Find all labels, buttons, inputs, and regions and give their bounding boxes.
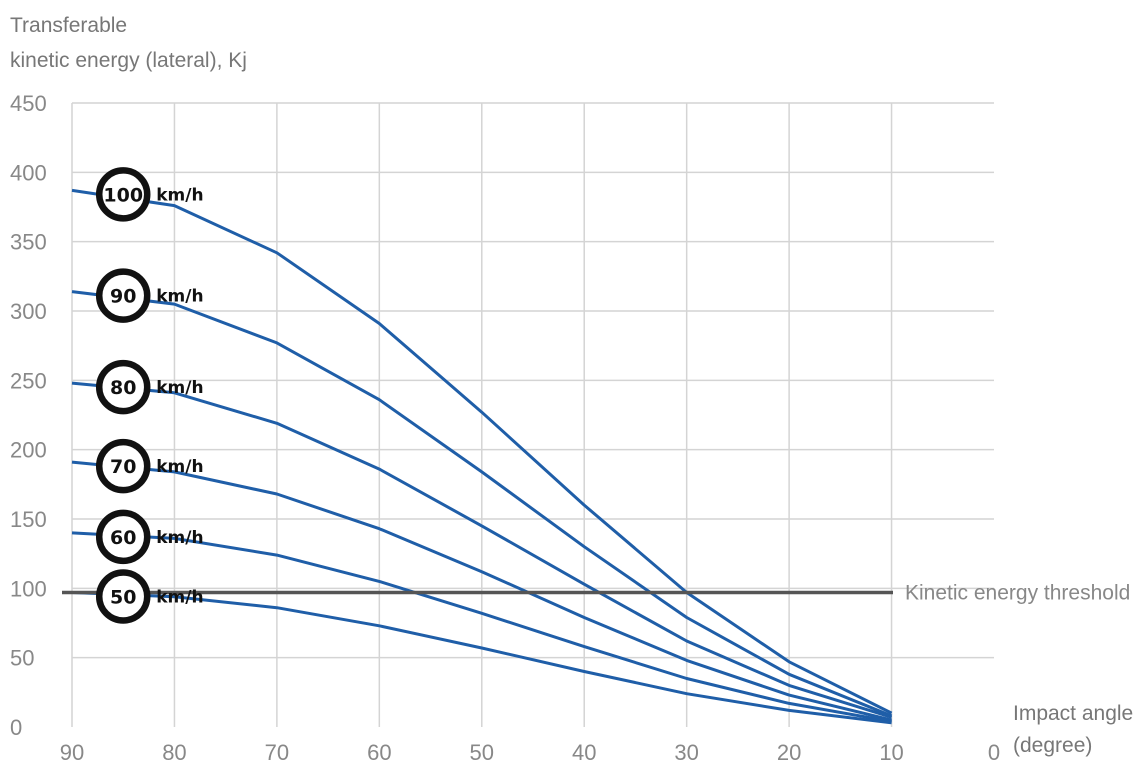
y-tick-label: 200	[10, 438, 47, 463]
y-tick-label: 450	[10, 91, 47, 116]
speed-sign-circle	[95, 359, 151, 415]
speed-unit-label: km/h	[156, 287, 203, 307]
speed-unit-label: km/h	[156, 185, 203, 205]
series-line	[71, 531, 892, 723]
y-axis-title-line-2: kinetic energy (lateral), Kj	[10, 49, 247, 72]
speed-unit-label: km/h	[156, 457, 203, 477]
speed-unit-label: km/h	[156, 587, 203, 607]
threshold-label: Kinetic energy threshold	[905, 581, 1130, 604]
y-tick-label: 350	[10, 230, 47, 255]
series-line	[71, 188, 893, 715]
x-axis-title-line-2: (degree)	[1013, 734, 1092, 757]
x-tick-label: 0	[988, 740, 1000, 765]
x-tick-label: 60	[367, 740, 391, 765]
y-tick-label: 250	[10, 368, 47, 393]
threshold-group: Kinetic energy threshold	[62, 581, 1130, 604]
series-line	[71, 591, 892, 725]
y-tick-label: 150	[10, 507, 47, 532]
y-tick-label: 100	[10, 576, 47, 601]
speed-sign-value: 70	[110, 456, 136, 478]
series-line	[71, 381, 893, 719]
x-axis-title-line-1: Impact angle	[1013, 702, 1133, 725]
x-tick-label: 10	[879, 740, 903, 765]
speed-sign-value: 100	[103, 184, 143, 206]
series-line	[71, 460, 892, 722]
series-line	[71, 290, 893, 718]
speed-sign-circle	[95, 509, 151, 565]
y-axis-title-line-1: Transferable	[10, 14, 127, 37]
x-tick-label: 50	[470, 740, 494, 765]
y-tick-label: 50	[10, 646, 34, 671]
speed-unit-label: km/h	[156, 378, 203, 398]
y-tick-label: 300	[10, 299, 47, 324]
y-tick-label: 0	[10, 715, 22, 740]
speed-unit-label: km/h	[156, 528, 203, 548]
speed-sign-circle	[95, 167, 151, 222]
x-tick-label: 90	[60, 740, 84, 765]
x-tick-label: 30	[674, 740, 698, 765]
x-tick-label: 80	[162, 740, 186, 765]
y-tick-label: 400	[10, 160, 47, 185]
speed-sign-value: 50	[110, 586, 136, 608]
grid	[71, 102, 994, 727]
x-tick-label: 20	[777, 740, 801, 765]
speed-sign-value: 90	[110, 286, 136, 308]
series-lines	[71, 188, 893, 725]
x-tick-label: 40	[572, 740, 596, 765]
speed-sign-value: 80	[110, 377, 136, 399]
speed-sign-circle	[95, 438, 151, 494]
speed-badges: 100 km/h 90 km/h 80 km/h 70 km/h 60 km/h 50 km/h	[95, 167, 204, 624]
speed-sign-circle	[95, 268, 151, 323]
speed-sign-value: 60	[110, 527, 136, 549]
x-tick-label: 70	[265, 740, 289, 765]
speed-sign-circle	[95, 569, 151, 624]
